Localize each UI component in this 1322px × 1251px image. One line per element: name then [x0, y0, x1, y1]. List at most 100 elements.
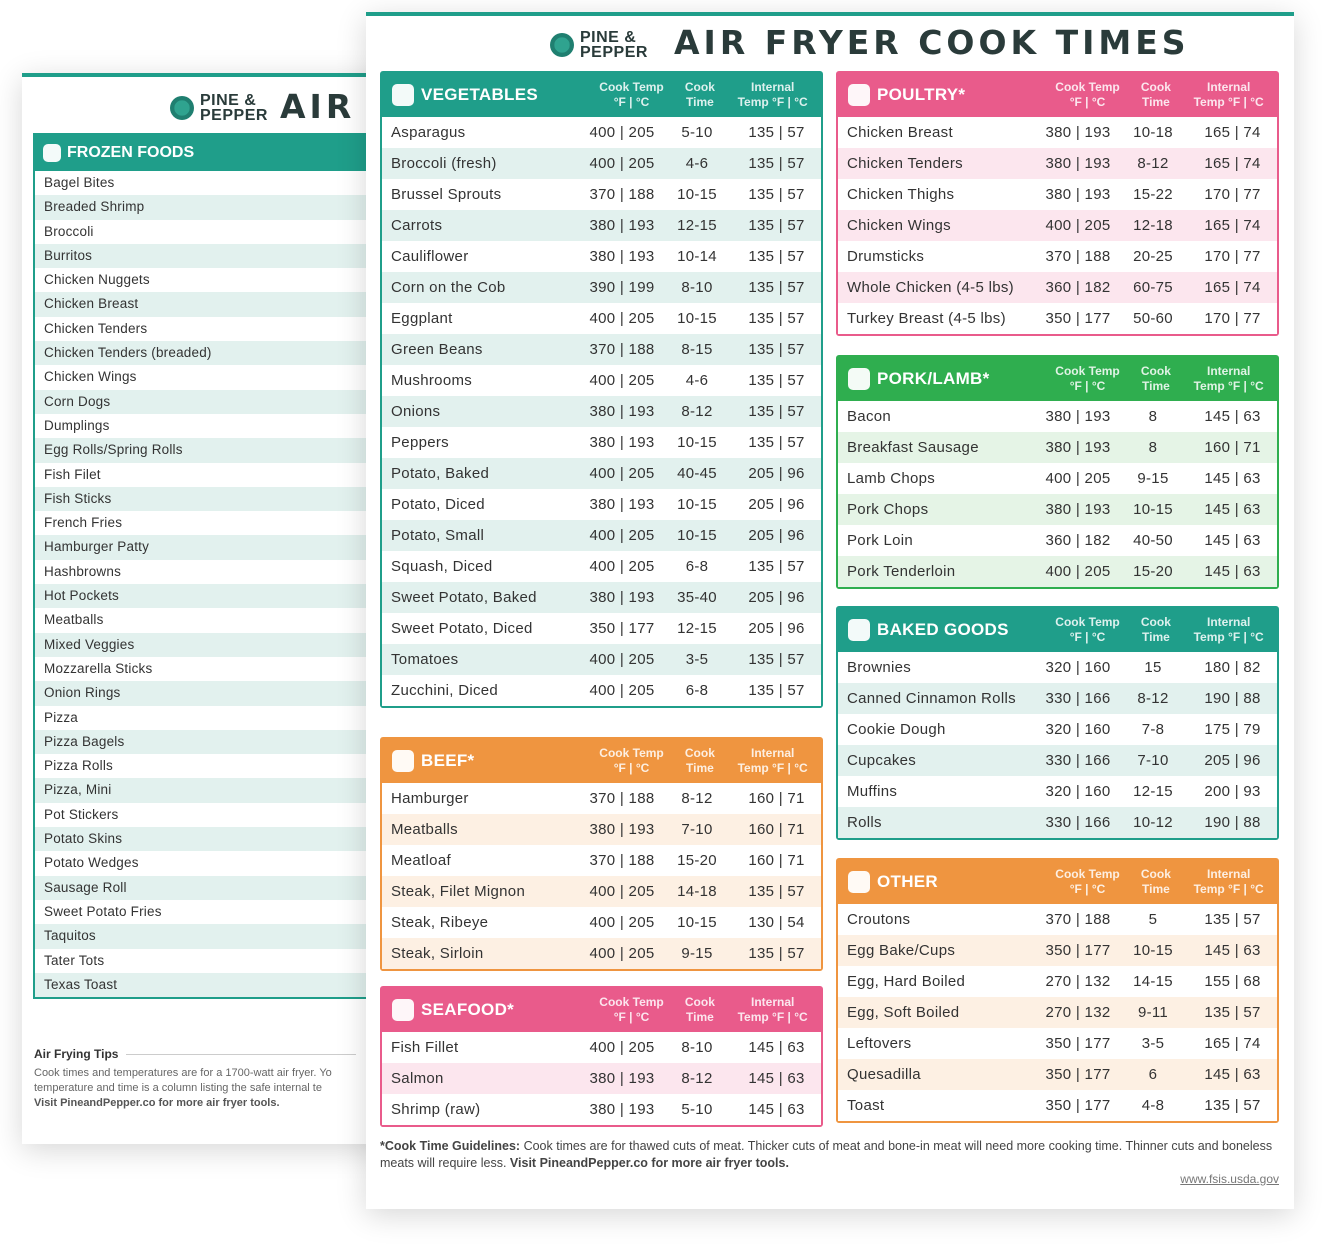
table-header: OTHER Cook Temp °F | °C Cook Time Internal Tem…	[838, 860, 1277, 904]
cell: 135 | 57	[748, 155, 805, 172]
column-header: Cook Time	[1131, 80, 1180, 110]
column-header-line: Cook	[1140, 615, 1171, 629]
cell: Toast	[847, 1097, 885, 1114]
cell: 170 | 77	[1204, 186, 1261, 203]
cell: 145 | 63	[1204, 563, 1261, 580]
table-row: Brussel Sprouts 370 | 188 10-15 135 | 57	[382, 179, 821, 210]
cell: 135 | 57	[748, 248, 805, 265]
cell: 180 | 82	[1204, 659, 1261, 676]
table-row: Potato, Baked 400 | 205 40-45 205 | 96	[382, 458, 821, 489]
column-header: Cook Temp °F | °C	[588, 746, 676, 776]
table-header: PORK/LAMB* Cook Temp °F | °C Cook Time Intern…	[838, 357, 1277, 401]
cell: 370 | 188	[589, 852, 655, 869]
cell: 8-12	[681, 1070, 713, 1087]
table-row: Steak, Filet Mignon 400 | 205 14-18 135 | 5…	[382, 876, 821, 907]
cell: Fish Fillet	[391, 1039, 459, 1056]
cell: Potato, Small	[391, 527, 485, 544]
cell: 380 | 193	[589, 589, 655, 606]
logo	[550, 33, 574, 57]
cell: Bacon	[847, 408, 892, 425]
table-row: Muffins 320 | 160 12-15 200 | 93	[838, 776, 1277, 807]
cell: 8-12	[1137, 155, 1169, 172]
cell: 145 | 63	[1204, 408, 1261, 425]
cell: 20-25	[1133, 248, 1173, 265]
column-header: Cook Time	[1131, 364, 1180, 394]
cell: 400 | 205	[589, 155, 655, 172]
cell: 7-10	[681, 821, 713, 838]
column-header: Cook Temp °F | °C	[588, 995, 676, 1025]
column-header-line: °F | °C	[613, 95, 650, 109]
cell: 4-6	[685, 155, 709, 172]
tips: Air Frying Tips Cook times and temperatu…	[34, 1047, 622, 1111]
column-header: Cook Temp °F | °C	[1044, 364, 1132, 394]
column-header: Internal Temp °F | °C	[1180, 867, 1277, 897]
cell: 7-8	[1141, 721, 1165, 738]
cell: Quesadilla	[847, 1066, 921, 1083]
cell: 10-15	[1133, 501, 1173, 518]
cell: 10-15	[677, 527, 717, 544]
table-row: Zucchini, Diced 400 | 205 6-8 135 | 57	[382, 675, 821, 706]
cell: Eggplant	[391, 310, 453, 327]
cell: 380 | 193	[1045, 186, 1111, 203]
cell: 8-12	[681, 403, 713, 420]
cell: 12-18	[1133, 217, 1173, 234]
column-header-line: Time	[1142, 882, 1170, 896]
cell: Egg, Soft Boiled	[847, 1004, 960, 1021]
cell: Leftovers	[847, 1035, 912, 1052]
cell: 330 | 166	[1045, 690, 1111, 707]
cell: 8	[1148, 439, 1158, 456]
cell: 380 | 193	[1045, 155, 1111, 172]
cell: 10-14	[677, 248, 717, 265]
cell: 5-10	[681, 124, 713, 141]
cell: 6-8	[685, 558, 709, 575]
column-header-line: Cook Temp	[1055, 867, 1120, 881]
table-row: Drumsticks 370 | 188 20-25 170 | 77	[838, 241, 1277, 272]
cell: 4-6	[685, 372, 709, 389]
cell: Pork Loin	[847, 532, 914, 549]
cell: 15	[1144, 659, 1162, 676]
logo	[170, 96, 194, 120]
cell: 10-15	[677, 310, 717, 327]
table-title: OTHER	[877, 872, 938, 891]
table-row: Brownies 320 | 160 15 180 | 82	[838, 652, 1277, 683]
cell: 320 | 160	[1045, 659, 1111, 676]
column-header-line: Temp °F | °C	[737, 1010, 808, 1024]
cell: 350 | 177	[1045, 310, 1111, 327]
column-header: Cook Time	[675, 995, 724, 1025]
cell: Cauliflower	[391, 248, 469, 265]
cell: 145 | 63	[1204, 532, 1261, 549]
cell: Breakfast Sausage	[847, 439, 979, 456]
cell: 135 | 57	[748, 124, 805, 141]
cell: Canned Cinnamon Rolls	[847, 690, 1016, 707]
table-row: Turkey Breast (4-5 lbs) 350 | 177 50-60 170…	[838, 303, 1277, 334]
cell: 380 | 193	[1045, 501, 1111, 518]
cell: Meatloaf	[391, 852, 451, 869]
cell: Pork Tenderloin	[847, 563, 956, 580]
column-header: Internal Temp °F | °C	[724, 80, 821, 110]
table-row: Breakfast Sausage 380 | 193 8 160 | 71	[838, 432, 1277, 463]
cell: 10-15	[677, 914, 717, 931]
column-header-line: Cook Temp	[1055, 80, 1120, 94]
icon	[392, 84, 414, 106]
table-row: Cupcakes 330 | 166 7-10 205 | 96	[838, 745, 1277, 776]
cell: 135 | 57	[1204, 1097, 1261, 1114]
cell: Pork Chops	[847, 501, 929, 518]
cell: 135 | 57	[748, 217, 805, 234]
cell: 380 | 193	[589, 496, 655, 513]
cell: 380 | 193	[589, 403, 655, 420]
column-header-line: Time	[686, 1010, 714, 1024]
cell: Whole Chicken (4-5 lbs)	[847, 279, 1014, 296]
table-title: FROZEN FOODS	[67, 144, 195, 161]
cell: 145 | 63	[1204, 942, 1261, 959]
table: POULTRY* Cook Temp °F | °C Cook Time Internal…	[836, 71, 1279, 336]
table-row: Meatloaf 370 | 188 15-20 160 | 71	[382, 845, 821, 876]
cell: Mushrooms	[391, 372, 473, 389]
column-header-line: Cook Temp	[1055, 615, 1120, 629]
tips-line: Cook times and temperatures are for a 17…	[34, 1067, 332, 1079]
icon	[43, 144, 61, 162]
table-title: VEGETABLES	[421, 85, 538, 104]
column-header: Internal Temp °F | °C	[724, 995, 821, 1025]
cell: 205 | 96	[748, 465, 805, 482]
cell: 14-18	[677, 883, 717, 900]
cell: 135 | 57	[748, 434, 805, 451]
